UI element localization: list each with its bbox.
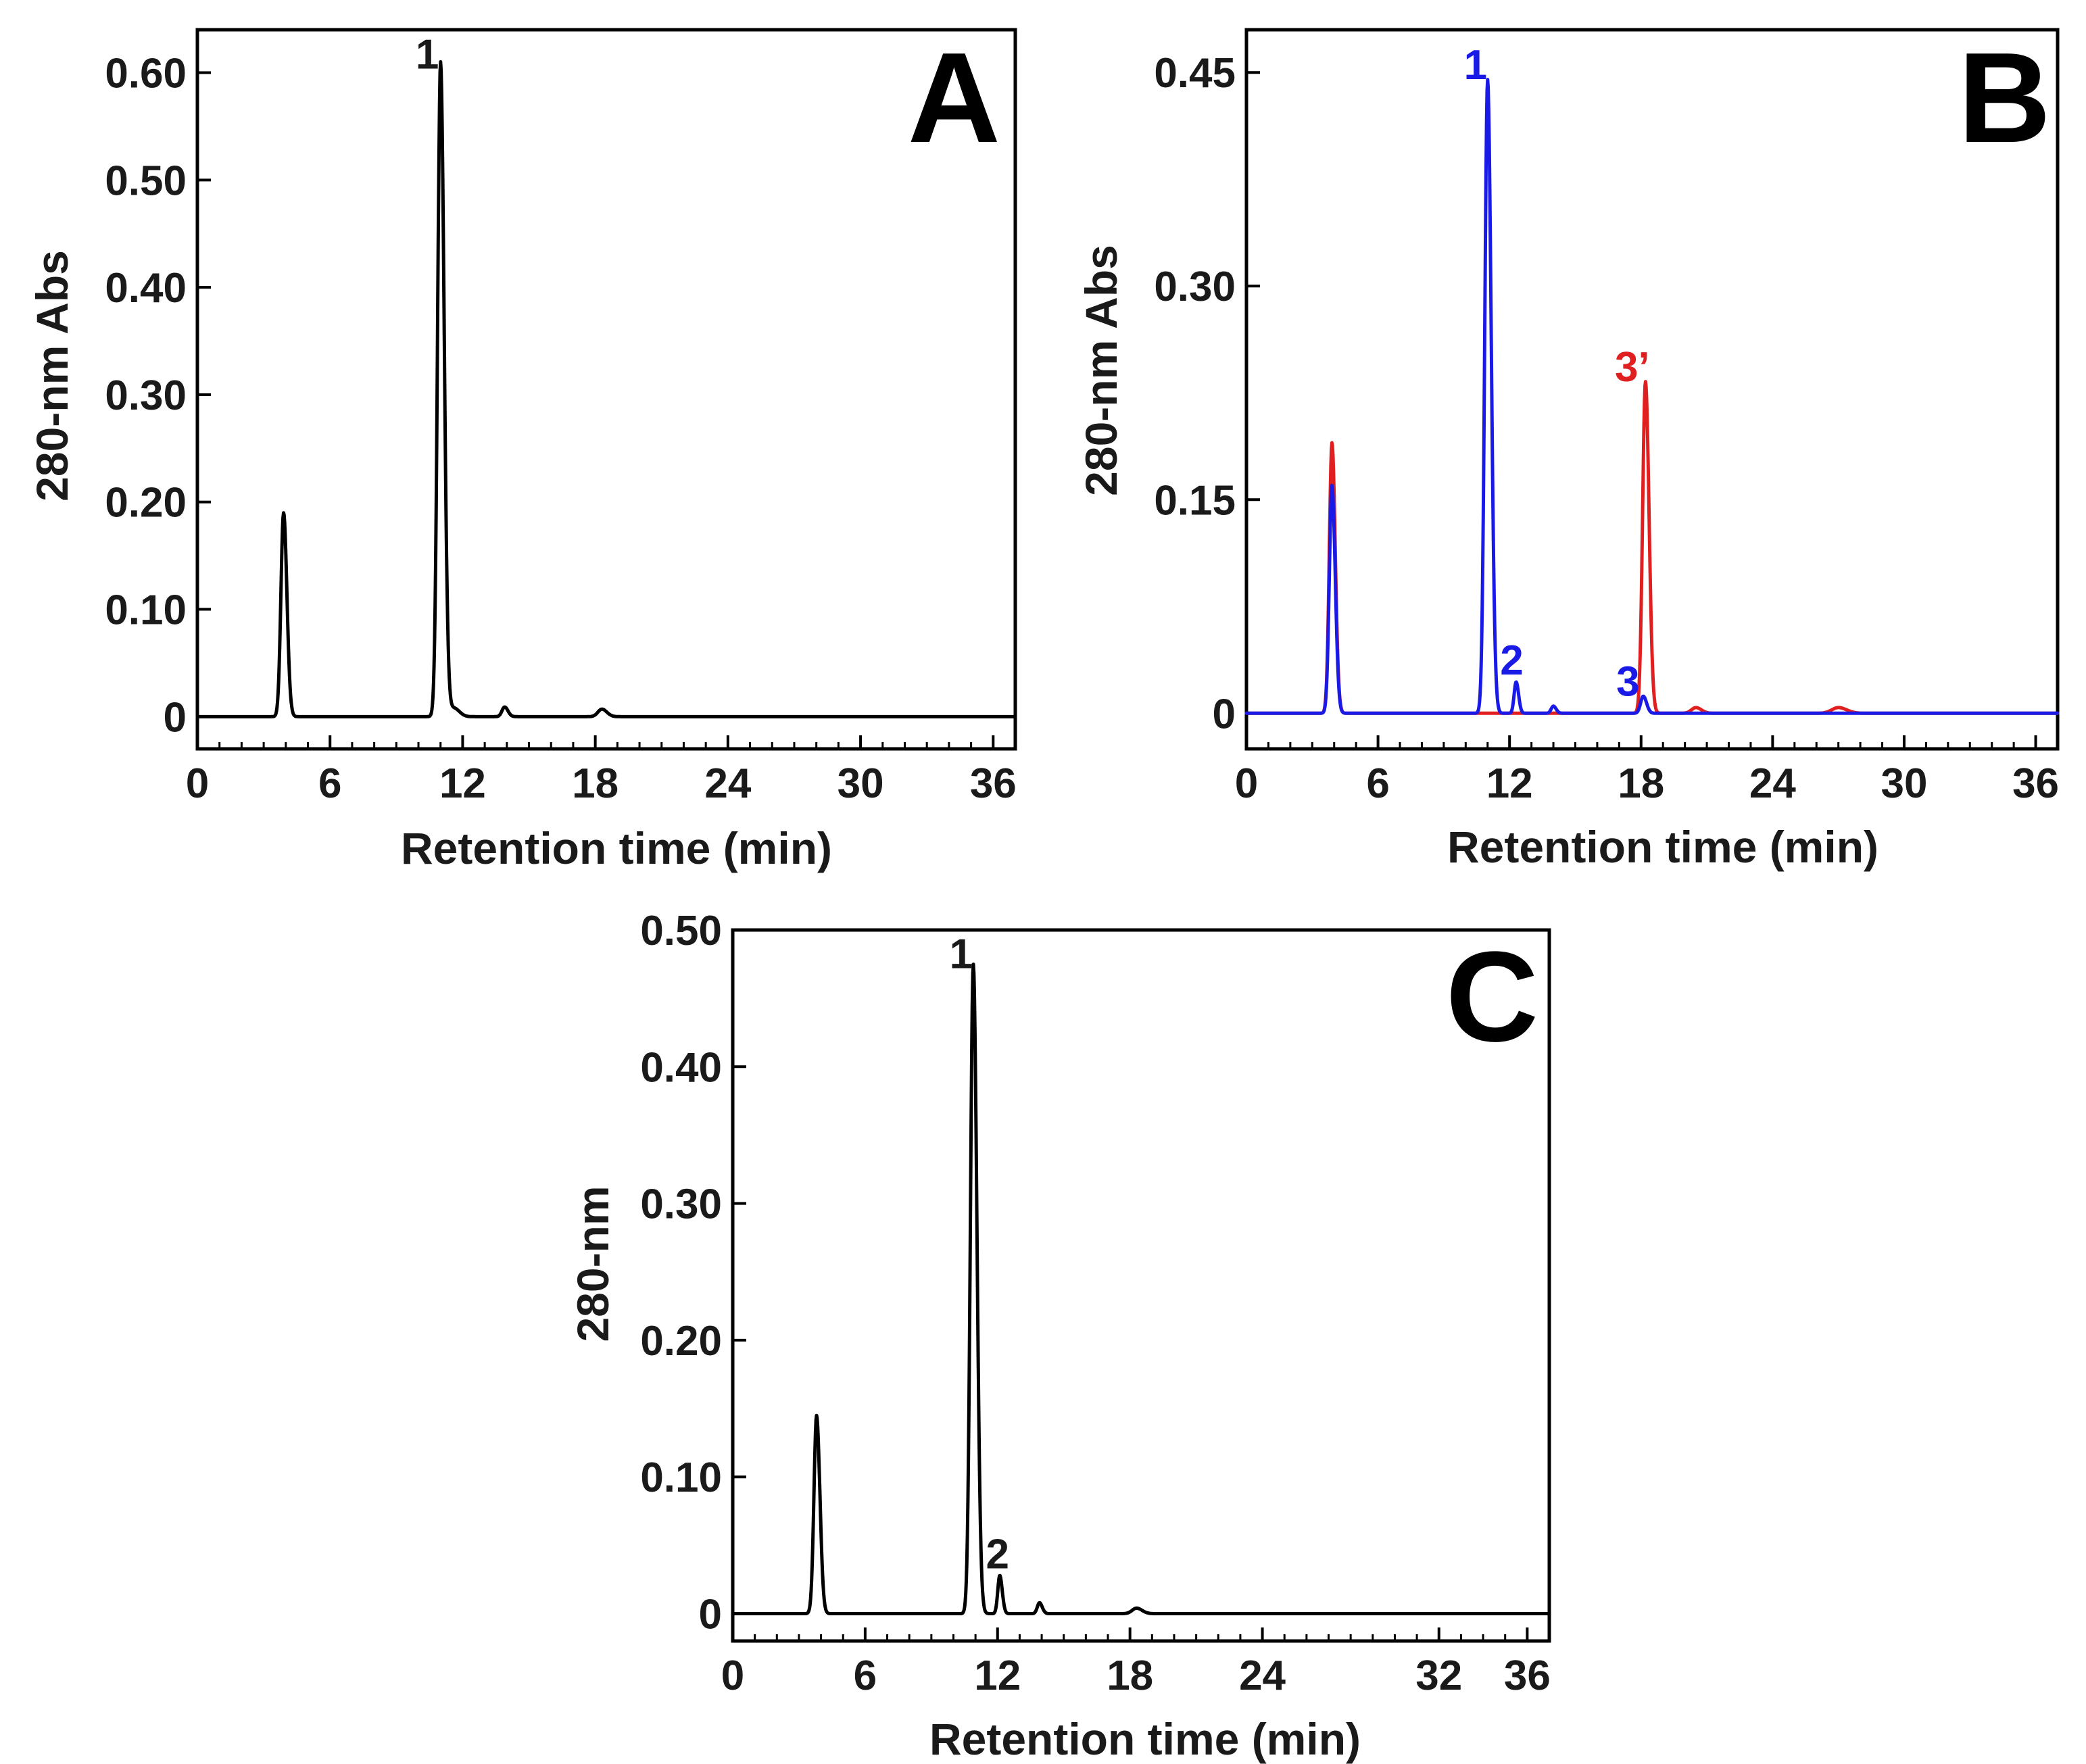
y-tick-label: 0.15 bbox=[1154, 477, 1236, 524]
y-axis-title: 280-nm Abs bbox=[1076, 245, 1126, 496]
x-tick-label: 0 bbox=[186, 760, 209, 807]
peak-labels: 12 bbox=[950, 931, 1009, 1578]
x-tick-label: 36 bbox=[970, 760, 1017, 807]
panel-letter-a: A bbox=[908, 26, 1000, 170]
y-tick-label: 0.45 bbox=[1154, 50, 1236, 97]
traces bbox=[1244, 78, 2060, 715]
x-tick-label: 30 bbox=[1881, 760, 1927, 807]
y-tick-label: 0.30 bbox=[1154, 264, 1236, 310]
peak-label: 3 bbox=[1616, 659, 1639, 706]
y-tick-label: 0.20 bbox=[105, 480, 187, 526]
series-line-trace bbox=[731, 962, 1551, 1615]
panel-a: 0 6 12 18 24 30 36 0 0.10 0.20 0.30 0.40 0.50 0.60 1… bbox=[27, 26, 1017, 873]
x-tick-label: 6 bbox=[1366, 760, 1389, 807]
x-tick-label: 0 bbox=[1235, 760, 1258, 807]
plot-frame bbox=[195, 28, 1017, 751]
x-tick-label: 0 bbox=[721, 1652, 744, 1699]
panel-letter-b: B bbox=[1958, 26, 2051, 170]
x-tick-label: 12 bbox=[1486, 760, 1533, 807]
x-axis-ticks: 0 6 12 18 24 30 36 bbox=[186, 735, 1017, 807]
y-tick-label: 0 bbox=[699, 1592, 722, 1638]
series-line-trace bbox=[195, 60, 1017, 718]
x-axis-title: Retention time (min) bbox=[401, 823, 832, 873]
y-tick-label: 0.30 bbox=[105, 372, 187, 419]
y-tick-label: 0.40 bbox=[640, 1044, 722, 1091]
y-axis-ticks: 0 0.10 0.20 0.30 0.40 0.50 bbox=[640, 908, 746, 1638]
y-tick-label: 0.50 bbox=[640, 908, 722, 954]
y-axis-ticks: 0 0.15 0.30 0.45 bbox=[1154, 50, 1260, 737]
x-axis-ticks: 0 6 12 18 24 30 36 bbox=[1235, 735, 2059, 807]
y-tick-label: 0 bbox=[164, 694, 187, 741]
x-tick-label: 12 bbox=[974, 1652, 1021, 1699]
peak-label: 1 bbox=[950, 931, 973, 978]
traces bbox=[195, 60, 1017, 718]
x-tick-label: 6 bbox=[318, 760, 341, 807]
series-line-blue-trace bbox=[1244, 78, 2060, 715]
y-tick-label: 0.40 bbox=[105, 265, 187, 312]
peak-label: 2 bbox=[1500, 637, 1523, 684]
traces bbox=[731, 962, 1551, 1615]
y-tick-label: 0 bbox=[1213, 691, 1236, 737]
panel-letter-c: C bbox=[1446, 925, 1538, 1069]
peak-label: 1 bbox=[1464, 42, 1487, 89]
plot-frame bbox=[731, 928, 1551, 1643]
y-tick-label: 0.20 bbox=[640, 1318, 722, 1365]
y-tick-label: 0.50 bbox=[105, 157, 187, 204]
x-tick-label: 36 bbox=[1504, 1652, 1551, 1699]
peak-label: 2 bbox=[986, 1532, 1009, 1578]
peak-label: 3’ bbox=[1615, 344, 1650, 391]
peak-labels: 1 2 3 3’ bbox=[1464, 42, 1650, 705]
x-tick-label: 18 bbox=[1107, 1652, 1153, 1699]
x-tick-label: 30 bbox=[838, 760, 884, 807]
x-tick-label: 18 bbox=[572, 760, 618, 807]
x-tick-label: 12 bbox=[439, 760, 486, 807]
series-line-red-trace bbox=[1244, 380, 2060, 715]
y-axis-title: 280-nm Abs bbox=[27, 250, 77, 501]
y-tick-label: 0.10 bbox=[640, 1454, 722, 1501]
y-tick-label: 0.60 bbox=[105, 51, 187, 97]
x-tick-label: 36 bbox=[2012, 760, 2059, 807]
y-axis-ticks: 0 0.10 0.20 0.30 0.40 0.50 0.60 bbox=[105, 51, 211, 741]
x-tick-label: 24 bbox=[704, 760, 751, 807]
x-axis-title: Retention time (min) bbox=[1447, 822, 1878, 872]
y-axis-title: 280-nm bbox=[568, 1185, 618, 1342]
x-axis-ticks: 0 6 12 18 24 32 36 bbox=[721, 1627, 1551, 1699]
panel-c: 0 6 12 18 24 32 36 00.100.200.300.400.50 12 C … bbox=[568, 908, 1551, 1764]
x-tick-label: 32 bbox=[1415, 1652, 1462, 1699]
x-tick-label: 6 bbox=[854, 1652, 877, 1699]
y-tick-label: 0.30 bbox=[640, 1181, 722, 1228]
peak-labels: 1 bbox=[416, 32, 439, 78]
x-tick-label: 24 bbox=[1239, 1652, 1286, 1699]
y-tick-label: 0.10 bbox=[105, 587, 187, 634]
x-tick-label: 18 bbox=[1618, 760, 1664, 807]
x-axis-title: Retention time (min) bbox=[929, 1714, 1361, 1764]
panel-b: 0 6 12 18 24 30 36 00.150.300.45 12 33’ B Reten… bbox=[1076, 26, 2060, 872]
peak-label: 1 bbox=[416, 32, 439, 78]
x-tick-label: 24 bbox=[1749, 760, 1796, 807]
